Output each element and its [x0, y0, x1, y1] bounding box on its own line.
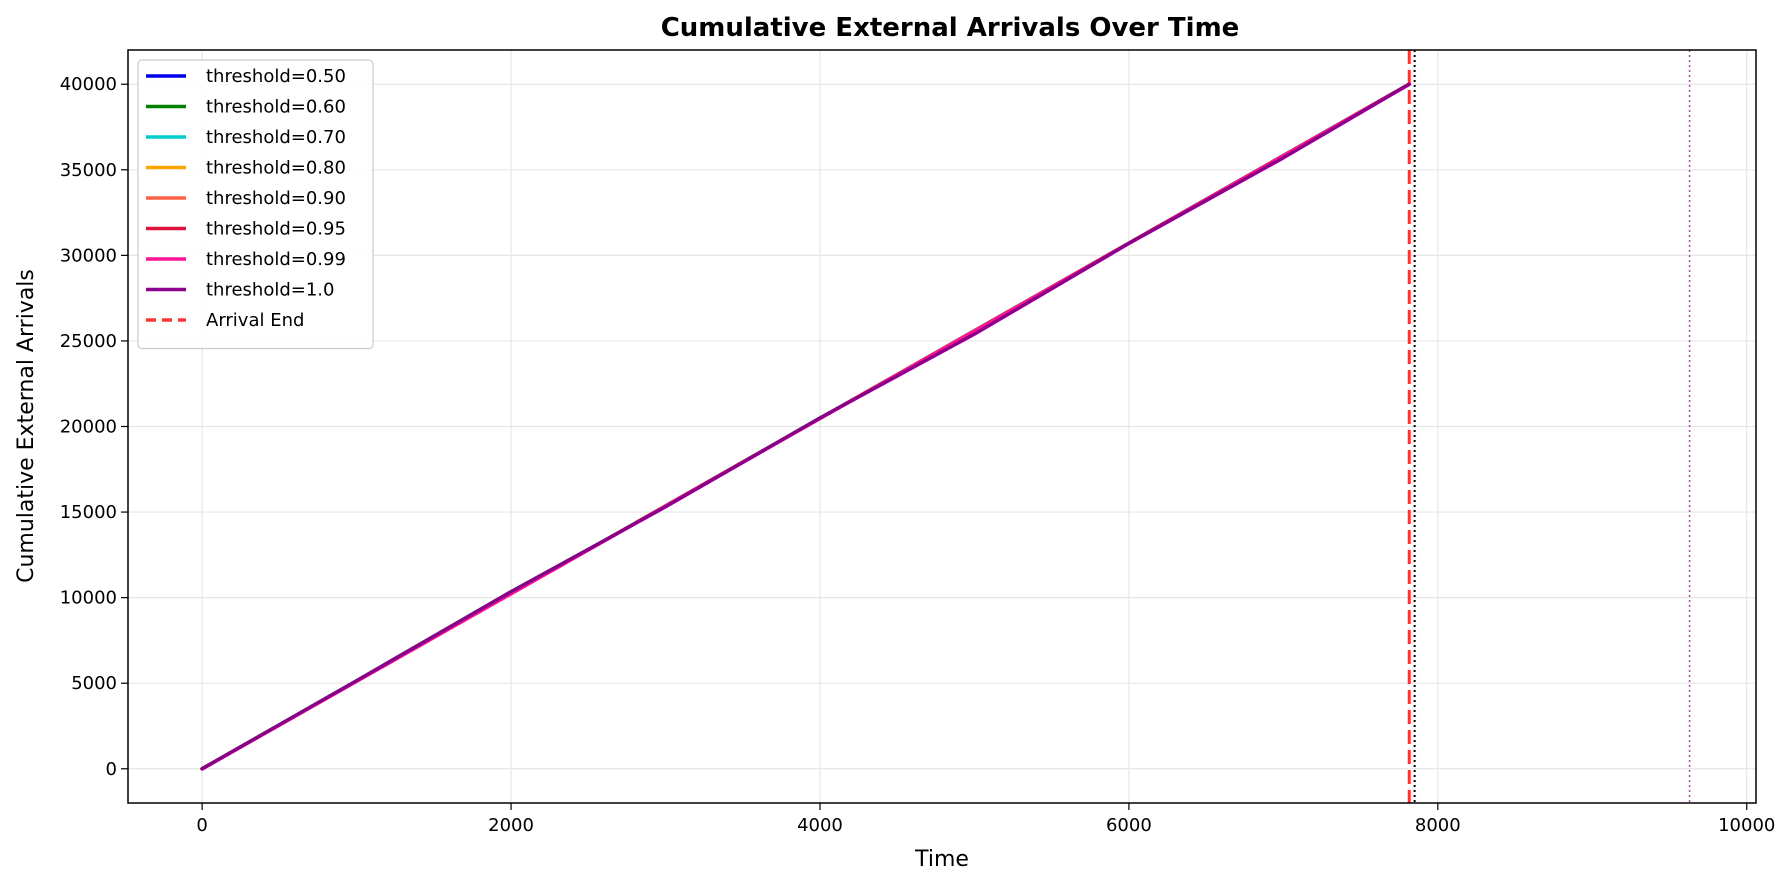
x-tick-label: 2000 [488, 815, 534, 836]
y-tick-label: 15000 [60, 502, 117, 523]
y-tick-label: 10000 [60, 588, 117, 609]
y-tick-label: 40000 [60, 74, 117, 95]
y-tick-label: 0 [106, 759, 117, 780]
series-line-threshold-1-0 [200, 82, 1411, 771]
legend-label: Arrival End [206, 310, 304, 331]
grid [128, 50, 1756, 803]
legend-label: threshold=0.90 [206, 188, 346, 209]
series-lines [200, 82, 1411, 771]
y-tick-label: 5000 [71, 673, 117, 694]
legend-label: threshold=0.50 [206, 66, 346, 87]
reference-lines [1407, 50, 1691, 803]
y-tick-label: 30000 [60, 245, 117, 266]
x-tick-label: 6000 [1106, 815, 1152, 836]
x-tick-label: 8000 [1415, 815, 1461, 836]
y-axis-ticks: 0 5000 10000 15000 20000 25000 30000 35000 40000 [60, 74, 128, 780]
x-axis-ticks: 0 2000 4000 6000 8000 10000 [196, 803, 1775, 836]
x-axis-label: Time [914, 847, 969, 872]
y-tick-label: 25000 [60, 331, 117, 352]
y-axis-label: Cumulative External Arrivals [14, 269, 39, 583]
legend-label: threshold=0.95 [206, 219, 346, 240]
x-tick-label: 10000 [1718, 815, 1775, 836]
y-tick-label: 20000 [60, 417, 117, 438]
legend-label: threshold=0.70 [206, 127, 346, 148]
chart-title: Cumulative External Arrivals Over Time [661, 13, 1240, 43]
x-tick-label: 0 [196, 815, 207, 836]
legend-label: threshold=0.60 [206, 97, 346, 118]
legend-label: threshold=1.0 [206, 280, 334, 301]
legend-label: threshold=0.80 [206, 158, 346, 179]
y-tick-label: 35000 [60, 160, 117, 181]
legend-box [137, 59, 374, 350]
legend: threshold=0.50 threshold=0.60 threshold=0.… [137, 59, 374, 350]
legend-label: threshold=0.99 [206, 249, 346, 270]
x-tick-label: 4000 [797, 815, 843, 836]
